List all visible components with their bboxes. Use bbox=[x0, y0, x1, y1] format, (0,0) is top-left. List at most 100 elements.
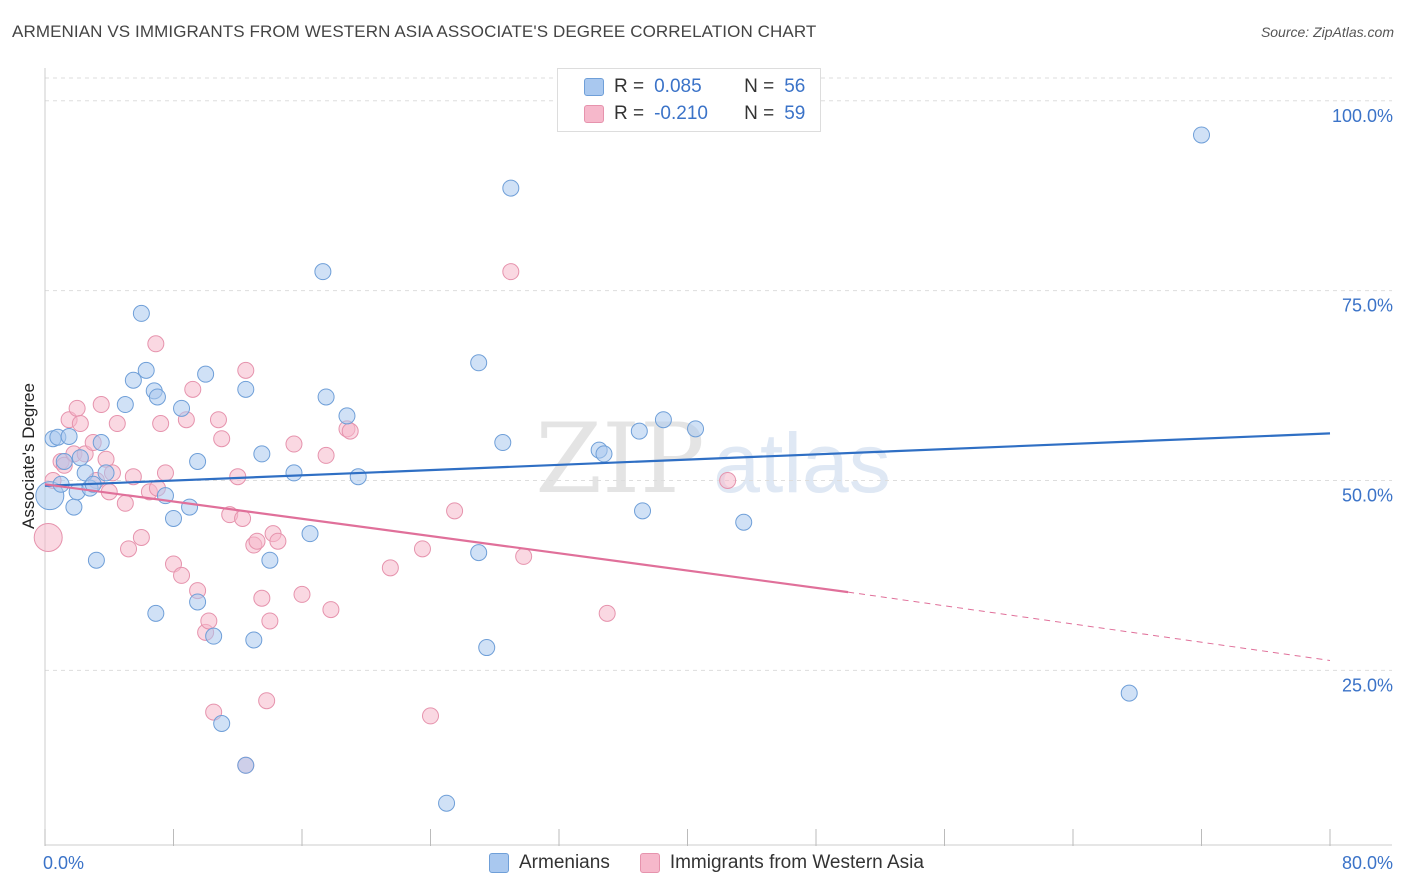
armenians-point bbox=[181, 498, 199, 516]
immigrants-swatch bbox=[584, 105, 604, 123]
armenians-point bbox=[71, 449, 89, 467]
legend-row-immigrants: R = -0.210 N = 59 bbox=[584, 101, 805, 127]
armenians-point bbox=[338, 407, 356, 425]
immigrants-point bbox=[200, 612, 218, 630]
legend-n-value: 59 bbox=[784, 103, 806, 124]
armenians-point bbox=[735, 513, 753, 531]
immigrants-point bbox=[248, 532, 266, 550]
immigrants-point bbox=[120, 540, 138, 558]
legend-n-value: 56 bbox=[784, 76, 806, 97]
armenians-point bbox=[317, 388, 335, 406]
legend-row-armenians: R = 0.085 N = 56 bbox=[584, 74, 805, 100]
immigrants-legend-swatch bbox=[639, 853, 660, 873]
armenians-legend-label: Armenians bbox=[519, 852, 610, 873]
armenians-point bbox=[116, 396, 134, 414]
armenians-point bbox=[189, 593, 207, 611]
immigrants-point bbox=[184, 380, 202, 398]
armenians-point bbox=[494, 434, 512, 452]
immigrants-point bbox=[317, 446, 335, 464]
armenians-point bbox=[253, 445, 271, 463]
immigrants-point bbox=[152, 415, 170, 433]
legend-r-value: -0.210 bbox=[654, 103, 708, 124]
immigrants-point bbox=[147, 335, 165, 353]
legend-n-label: N = bbox=[744, 76, 775, 97]
armenians-point bbox=[1193, 126, 1210, 144]
immigrants-point bbox=[116, 494, 134, 512]
armenians-point bbox=[261, 551, 279, 569]
armenians-point bbox=[165, 509, 182, 527]
series-legend-immigrants: Immigrants from Western Asia bbox=[639, 852, 924, 874]
armenians-point bbox=[630, 422, 648, 440]
immigrants-point bbox=[719, 471, 737, 489]
armenians-point bbox=[55, 453, 73, 470]
series-legend: Armenians Immigrants from Western Asia bbox=[489, 852, 954, 874]
armenians-swatch bbox=[584, 78, 604, 96]
immigrants-point bbox=[446, 502, 464, 520]
armenians-point bbox=[237, 756, 255, 774]
armenians-point bbox=[137, 361, 155, 379]
immigrants-point bbox=[71, 415, 89, 433]
armenians-point bbox=[1120, 684, 1138, 702]
armenians-point bbox=[301, 525, 319, 543]
immigrants-point bbox=[132, 528, 150, 546]
immigrants-point bbox=[598, 604, 616, 622]
armenians-point bbox=[349, 468, 367, 486]
armenians-point bbox=[132, 304, 150, 322]
immigrants-point bbox=[258, 692, 276, 710]
armenians-point bbox=[314, 263, 332, 281]
immigrants-point bbox=[261, 612, 279, 630]
immigrants-point bbox=[422, 707, 439, 725]
immigrants-point bbox=[213, 430, 231, 448]
legend-r-value: 0.085 bbox=[654, 76, 702, 97]
immigrants-point bbox=[269, 532, 287, 550]
legend-r-label: R = bbox=[614, 103, 645, 124]
armenians-point bbox=[687, 420, 705, 438]
immigrants-point bbox=[156, 464, 174, 482]
armenians-trend-line bbox=[44, 432, 1331, 487]
immigrants-point bbox=[209, 411, 227, 429]
immigrants-trend-extension bbox=[848, 591, 1331, 661]
armenians-point bbox=[189, 453, 207, 470]
immigrants-trend-line bbox=[44, 483, 849, 594]
immigrants-point bbox=[68, 399, 86, 417]
armenians-point bbox=[245, 631, 263, 649]
armenians-point bbox=[65, 498, 83, 516]
immigrants-point bbox=[322, 601, 340, 619]
armenians-point bbox=[205, 627, 223, 645]
armenians-point bbox=[595, 445, 613, 463]
armenians-point bbox=[213, 714, 231, 732]
armenians-point bbox=[148, 388, 166, 406]
immigrants-point bbox=[381, 559, 399, 577]
immigrants-point bbox=[124, 468, 142, 486]
immigrants-point bbox=[293, 585, 311, 603]
legend-n-label: N = bbox=[744, 103, 775, 124]
immigrants-legend-label: Immigrants from Western Asia bbox=[669, 852, 924, 873]
x-tick-label-min: 0.0% bbox=[43, 853, 84, 873]
immigrants-point bbox=[285, 435, 303, 453]
immigrants-point bbox=[108, 415, 126, 433]
y-tick-label: 75.0% bbox=[1342, 296, 1393, 316]
immigrants-point bbox=[413, 540, 431, 558]
immigrants-point bbox=[237, 361, 255, 379]
armenians-point bbox=[197, 365, 215, 383]
y-tick-label: 50.0% bbox=[1342, 485, 1393, 505]
armenians-point bbox=[124, 371, 142, 389]
correlation-legend: R = 0.085 N = 56 R = -0.210 N = 59 bbox=[557, 68, 821, 132]
y-tick-label: 100.0% bbox=[1332, 106, 1393, 126]
x-tick-label-max: 80.0% bbox=[1342, 853, 1393, 873]
immigrants-point bbox=[341, 422, 359, 440]
armenians-point bbox=[87, 551, 105, 569]
armenians-point bbox=[97, 464, 115, 482]
armenians-point bbox=[60, 427, 78, 445]
immigrants-point bbox=[515, 547, 533, 565]
armenians-point bbox=[147, 604, 165, 622]
series-legend-armenians: Armenians bbox=[489, 852, 610, 874]
watermark-atlas: atlas bbox=[713, 416, 890, 510]
source-attribution: Source: ZipAtlas.com bbox=[1260, 24, 1394, 40]
armenians-point bbox=[470, 544, 488, 562]
armenians-point bbox=[478, 639, 496, 657]
armenians-point bbox=[237, 380, 255, 398]
armenians-point bbox=[438, 794, 456, 812]
legend-r-label: R = bbox=[614, 76, 645, 97]
